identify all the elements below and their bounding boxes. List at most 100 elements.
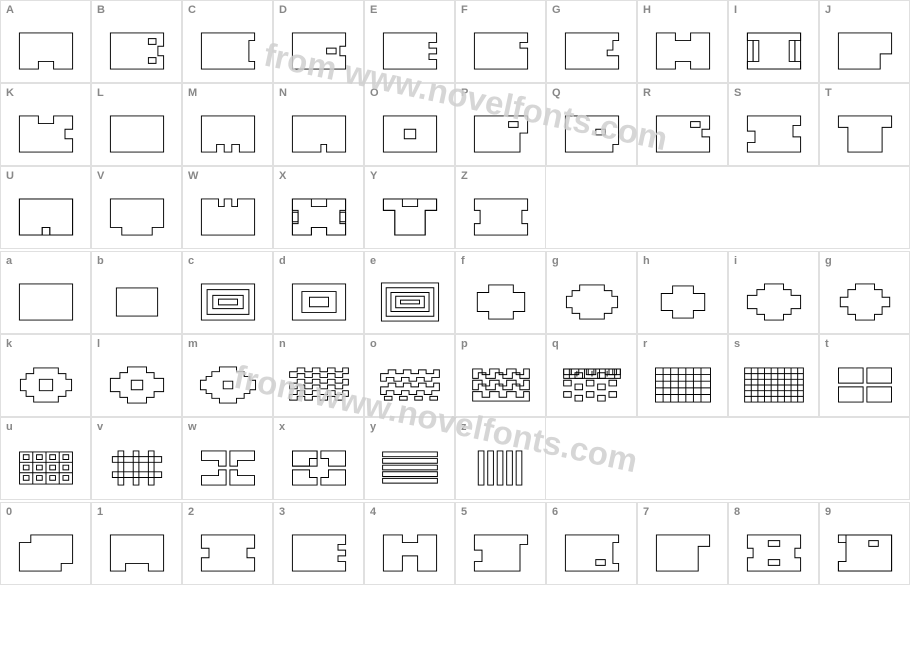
glyph-label: d <box>279 255 286 267</box>
glyph-label: S <box>734 87 741 99</box>
glyph-preview <box>274 357 363 412</box>
glyph-label: 9 <box>825 506 831 518</box>
glyph-preview <box>274 525 363 580</box>
glyph-row: a b c d e f g h i g <box>0 251 911 334</box>
glyph-preview <box>547 357 636 412</box>
empty-region <box>546 166 910 249</box>
glyph-preview <box>456 440 545 495</box>
glyph-preview <box>183 23 272 78</box>
glyph-preview <box>365 357 454 412</box>
glyph-preview <box>274 440 363 495</box>
glyph-cell: c <box>182 251 273 334</box>
glyph-cell: 3 <box>273 502 364 585</box>
glyph-preview <box>547 525 636 580</box>
glyph-preview <box>729 525 818 580</box>
glyph-label: r <box>643 338 647 350</box>
glyph-cell: T <box>819 83 910 166</box>
glyph-cell: C <box>182 0 273 83</box>
glyph-preview <box>183 357 272 412</box>
glyph-cell: 7 <box>637 502 728 585</box>
glyph-preview <box>638 106 727 161</box>
glyph-label: D <box>279 4 287 16</box>
glyph-cell: 5 <box>455 502 546 585</box>
glyph-label: N <box>279 87 287 99</box>
glyph-label: e <box>370 255 376 267</box>
glyph-cell: z <box>455 417 546 500</box>
glyph-label: 6 <box>552 506 558 518</box>
glyph-preview <box>820 106 909 161</box>
glyph-cell: q <box>546 334 637 417</box>
glyph-label: i <box>734 255 737 267</box>
glyph-cell: 1 <box>91 502 182 585</box>
glyph-label: R <box>643 87 651 99</box>
glyph-preview <box>92 357 181 412</box>
glyph-preview <box>638 274 727 329</box>
glyph-preview <box>365 440 454 495</box>
glyph-cell: 6 <box>546 502 637 585</box>
glyph-preview <box>729 106 818 161</box>
glyph-cell: f <box>455 251 546 334</box>
glyph-preview <box>820 357 909 412</box>
glyph-label: K <box>6 87 14 99</box>
glyph-label: O <box>370 87 379 99</box>
glyph-cell: d <box>273 251 364 334</box>
glyph-cell: G <box>546 0 637 83</box>
glyph-label: Q <box>552 87 561 99</box>
glyph-preview <box>183 189 272 244</box>
glyph-preview <box>547 23 636 78</box>
glyph-cell: h <box>637 251 728 334</box>
glyph-preview <box>729 23 818 78</box>
glyph-cell: v <box>91 417 182 500</box>
glyph-preview <box>456 106 545 161</box>
glyph-label: n <box>279 338 286 350</box>
glyph-cell: F <box>455 0 546 83</box>
glyph-cell: l <box>91 334 182 417</box>
glyph-cell: H <box>637 0 728 83</box>
glyph-label: s <box>734 338 740 350</box>
glyph-label: J <box>825 4 831 16</box>
glyph-label: H <box>643 4 651 16</box>
glyph-preview <box>92 106 181 161</box>
glyph-preview <box>547 274 636 329</box>
glyph-label: t <box>825 338 829 350</box>
glyph-cell: u <box>0 417 91 500</box>
glyph-cell: 8 <box>728 502 819 585</box>
glyph-cell: R <box>637 83 728 166</box>
glyph-label: V <box>97 170 104 182</box>
glyph-label: o <box>370 338 377 350</box>
glyph-label: f <box>461 255 465 267</box>
glyph-cell: r <box>637 334 728 417</box>
glyph-cell: K <box>0 83 91 166</box>
glyph-cell: Q <box>546 83 637 166</box>
glyph-label: h <box>643 255 650 267</box>
glyph-cell: M <box>182 83 273 166</box>
glyph-cell: L <box>91 83 182 166</box>
glyph-label: I <box>734 4 737 16</box>
glyph-preview <box>638 357 727 412</box>
glyph-cell: D <box>273 0 364 83</box>
glyph-preview <box>1 525 90 580</box>
glyph-row: u v w x y z <box>0 417 911 500</box>
glyph-label: l <box>97 338 100 350</box>
glyph-label: g <box>552 255 559 267</box>
glyph-preview <box>92 189 181 244</box>
glyph-preview <box>820 525 909 580</box>
glyph-preview <box>274 274 363 329</box>
glyph-preview <box>729 357 818 412</box>
glyph-cell: g <box>819 251 910 334</box>
glyph-preview <box>456 274 545 329</box>
glyph-label: A <box>6 4 14 16</box>
glyph-label: 5 <box>461 506 467 518</box>
glyph-preview <box>183 525 272 580</box>
glyph-label: 3 <box>279 506 285 518</box>
glyph-label: x <box>279 421 285 433</box>
glyph-label: G <box>552 4 561 16</box>
glyph-row: K L M N O P Q R S T <box>0 83 911 166</box>
glyph-preview <box>1 357 90 412</box>
glyph-preview <box>274 106 363 161</box>
glyph-preview <box>92 440 181 495</box>
glyph-label: w <box>188 421 197 433</box>
glyph-label: 2 <box>188 506 194 518</box>
glyph-label: a <box>6 255 12 267</box>
glyph-preview <box>92 525 181 580</box>
